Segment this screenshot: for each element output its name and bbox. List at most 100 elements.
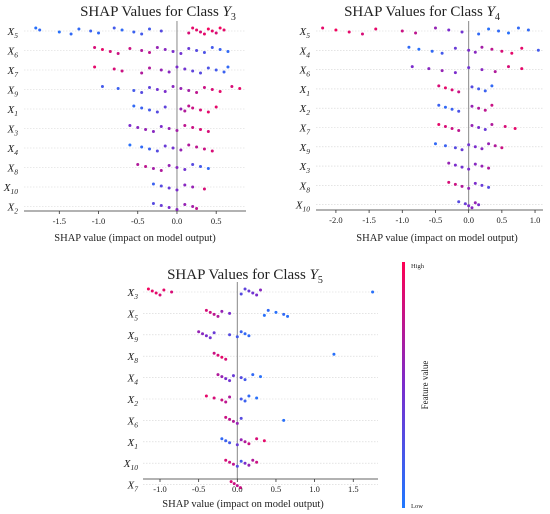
shap-point [163, 105, 167, 109]
shap-point [206, 130, 210, 133]
shap-point [187, 89, 191, 92]
shap-point [513, 127, 517, 130]
x-tick-label: 1.0 [309, 484, 320, 494]
shap-point [243, 378, 247, 382]
shap-point [191, 126, 195, 129]
shap-point [89, 29, 93, 33]
shap-point [447, 180, 451, 184]
shap-point [235, 484, 239, 488]
shap-point [440, 69, 444, 73]
shap-point [490, 84, 494, 88]
shap-point [493, 70, 497, 74]
panel-title: SHAP Values for Class Y4 [344, 4, 500, 23]
shap-point [151, 182, 155, 186]
shap-point [407, 45, 411, 49]
shap-point [470, 104, 474, 108]
feature-label: X1 [7, 104, 18, 118]
shap-point [480, 183, 484, 187]
shap-point [195, 28, 199, 32]
shap-point [232, 482, 236, 486]
shap-point [206, 167, 210, 170]
shap-point [222, 28, 226, 32]
x-tick-label: 0.5 [271, 484, 282, 494]
shap-point [163, 48, 167, 51]
shap-point [171, 50, 175, 53]
shap-point [148, 66, 152, 70]
shap-point [179, 107, 183, 111]
shap-point [443, 86, 447, 90]
shap-point [195, 91, 199, 94]
shap-point [199, 71, 203, 75]
shap-point [483, 89, 487, 93]
shap-point [140, 49, 144, 52]
shap-point [255, 460, 259, 464]
shap-point [457, 90, 461, 94]
shap-point [151, 130, 155, 133]
shap-point [128, 47, 132, 50]
shap-point [148, 147, 152, 151]
shap-point [247, 463, 251, 467]
shap-point [374, 27, 378, 31]
feature-label: X6 [127, 415, 139, 429]
shap-point [224, 439, 228, 443]
shap-point [238, 486, 242, 490]
shap-point [202, 51, 206, 54]
shap-point [212, 331, 216, 335]
shap-point [214, 31, 218, 35]
shap-point [150, 289, 154, 293]
feature-label: X10 [295, 200, 310, 214]
shap-point [202, 32, 206, 36]
shap-point [520, 67, 524, 71]
shap-point [230, 85, 234, 88]
feature-label: X5 [7, 26, 19, 40]
shap-point [132, 89, 136, 92]
shap-point [239, 459, 243, 463]
shap-point [473, 50, 477, 54]
shap-point [506, 31, 510, 35]
shap-point [231, 462, 235, 466]
shap-point [116, 87, 120, 90]
shap-point [163, 144, 167, 148]
shap-point [220, 437, 224, 441]
shap-point [179, 87, 183, 90]
shap-point [108, 50, 112, 53]
shap-point [371, 290, 375, 294]
shap-point [204, 308, 208, 312]
shap-point [477, 87, 481, 91]
shap-point [247, 394, 251, 398]
x-tick-label: -1.0 [396, 215, 409, 225]
shap-point [453, 71, 457, 75]
shap-point [202, 86, 206, 89]
feature-label: X10 [123, 458, 138, 472]
shap-point [239, 397, 243, 401]
shap-point [175, 208, 179, 211]
shap-point [414, 31, 418, 35]
feature-label: X9 [127, 330, 139, 344]
shap-point [360, 32, 364, 36]
colorbar-gradient [402, 262, 405, 508]
shap-point [497, 29, 501, 33]
shap-point [453, 163, 457, 167]
shap-point [151, 167, 155, 170]
shap-point [212, 312, 216, 316]
shap-point [235, 443, 239, 447]
shap-point [453, 146, 457, 150]
shap-point [57, 30, 61, 34]
shap-point [187, 104, 191, 108]
colorbar-title: Feature value [420, 361, 430, 410]
x-tick-label: -0.5 [429, 215, 442, 225]
shap-point [262, 439, 266, 443]
shap-point [151, 202, 155, 205]
x-tick-label: -0.5 [192, 484, 205, 494]
shap-panel-class-y4: SHAP Values for Class Y4 SHAP value (imp… [295, 4, 543, 244]
shap-point [239, 376, 243, 380]
shap-point [437, 123, 441, 126]
shap-point [477, 32, 481, 36]
x-tick-label: -1.0 [92, 216, 105, 226]
shap-point [473, 145, 477, 149]
shap-point [243, 440, 247, 444]
feature-label: X4 [7, 143, 19, 157]
shap-point [235, 421, 239, 425]
shap-point [183, 67, 187, 71]
shap-point [228, 311, 232, 315]
